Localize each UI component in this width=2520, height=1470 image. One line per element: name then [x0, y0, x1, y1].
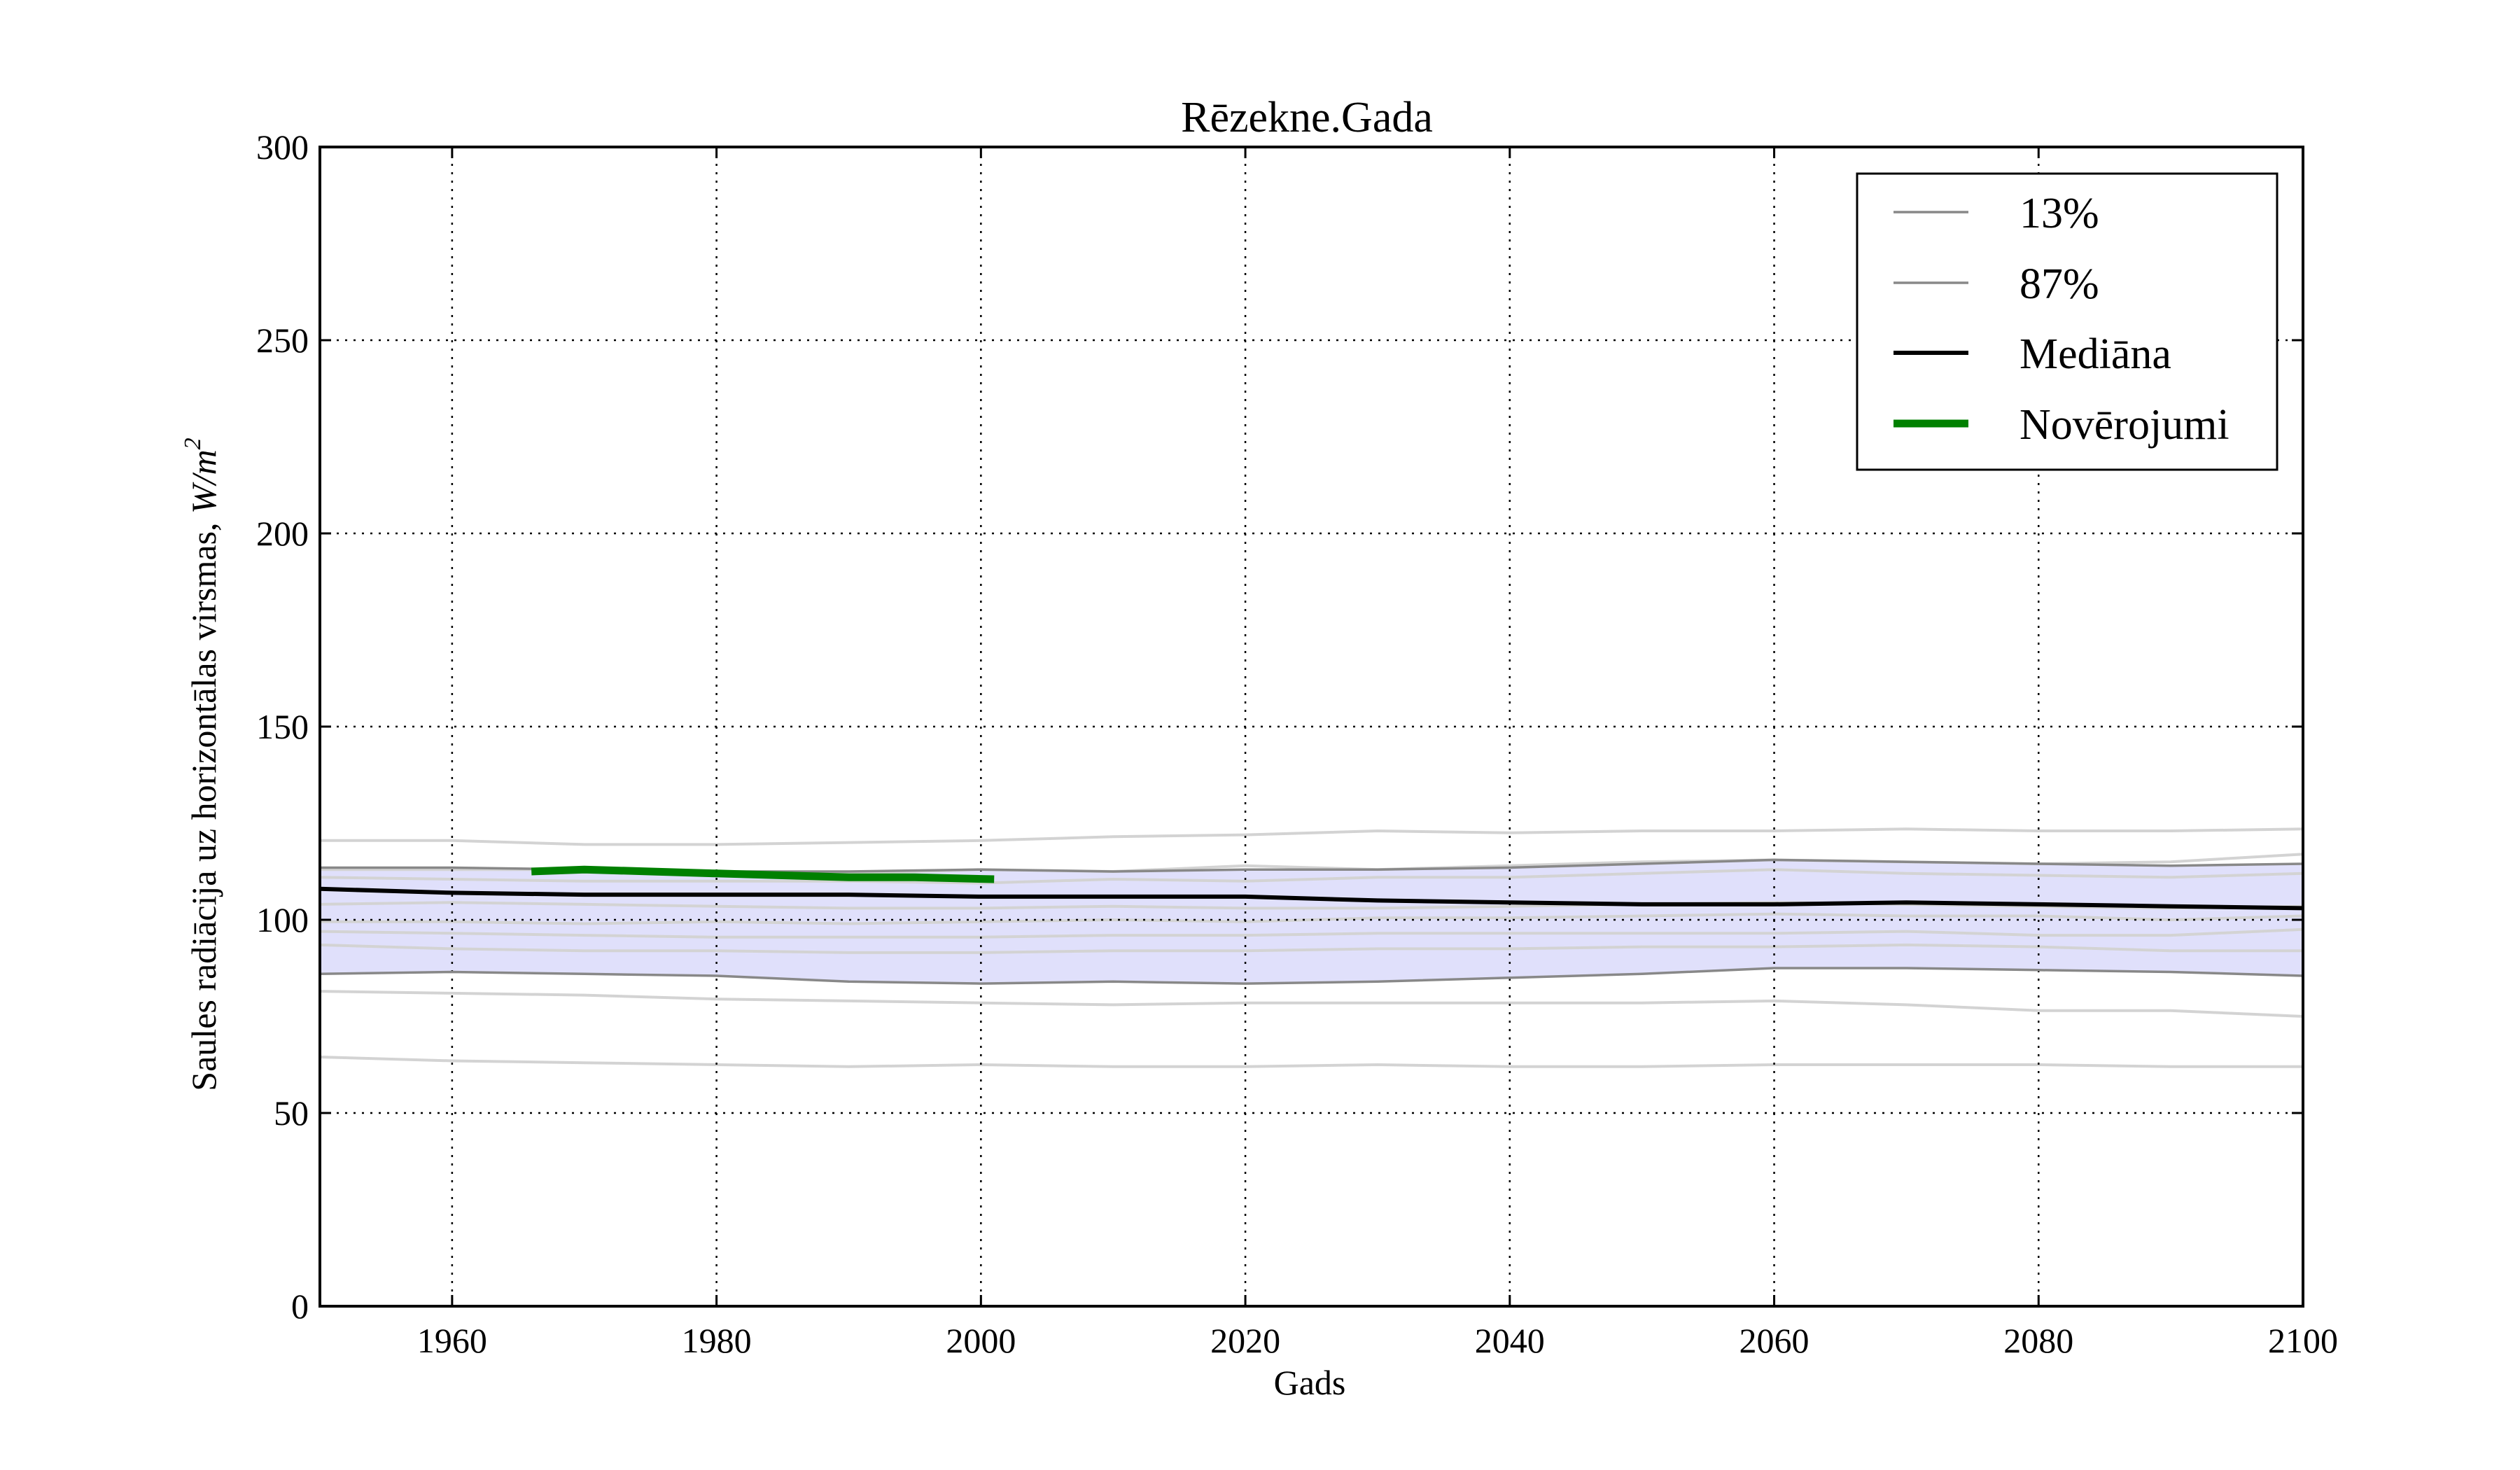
y-tick-label: 100 [256, 900, 309, 939]
y-axis-label-text: Saules radiācija uz horizontālas virsmas… [184, 514, 223, 1091]
ensemble-member-line-6 [319, 927, 2304, 939]
y-tick-label: 200 [256, 514, 309, 553]
x-axis-ticks: 1960 1980 2000 2020 2040 2060 2080 2100 [417, 147, 2338, 1360]
y-tick-label: 50 [274, 1093, 309, 1133]
legend-label-1: 13% [2019, 190, 2099, 237]
series-line-4 [531, 865, 995, 883]
y-axis-label: Saules radiācija uz horizontālas virsmas… [180, 438, 223, 1091]
x-tick-label: 2040 [1475, 1321, 1545, 1360]
ensemble-member-line-8 [319, 990, 2304, 1018]
y-axis-ticks: 0 50 100 150 200 250 300 [256, 127, 2303, 1326]
legend-label-4: Novērojumi [2019, 401, 2230, 449]
ensemble-member-line-7 [319, 943, 2303, 954]
y-tick-label: 0 [291, 1287, 309, 1326]
ensemble-member-line-9 [319, 1056, 2303, 1068]
x-tick-label: 2000 [946, 1321, 1016, 1360]
x-tick-label: 2060 [1740, 1321, 1809, 1360]
x-tick-label: 1980 [682, 1321, 752, 1360]
y-axis-label-unit: W/m [184, 449, 223, 514]
series-lines [319, 858, 2304, 985]
legend: 13% 87% Mediāna Novērojumi [1856, 172, 2278, 471]
ensemble-member-line-3 [319, 868, 2304, 885]
ensemble-member-line-1 [320, 827, 2304, 846]
x-tick-label: 1960 [417, 1321, 487, 1360]
y-tick-label: 250 [256, 321, 309, 360]
legend-label-3: Mediāna [2019, 330, 2171, 378]
x-tick-label: 2080 [2003, 1321, 2073, 1360]
chart-title: Rēzekne.Gada [1181, 94, 1433, 141]
y-tick-label: 300 [256, 127, 309, 167]
y-tick-label: 150 [256, 707, 309, 746]
x-tick-label: 2100 [2268, 1321, 2338, 1360]
legend-label-2: 87% [2019, 260, 2099, 308]
series-line-3 [319, 886, 2304, 911]
series-line-1 [319, 967, 2304, 985]
y-axis-label-unit-exponent: 2 [180, 438, 206, 449]
x-axis-label: Gads [1274, 1363, 1346, 1402]
x-tick-label: 2020 [1210, 1321, 1280, 1360]
ensemble-member-lines [319, 827, 2304, 1068]
